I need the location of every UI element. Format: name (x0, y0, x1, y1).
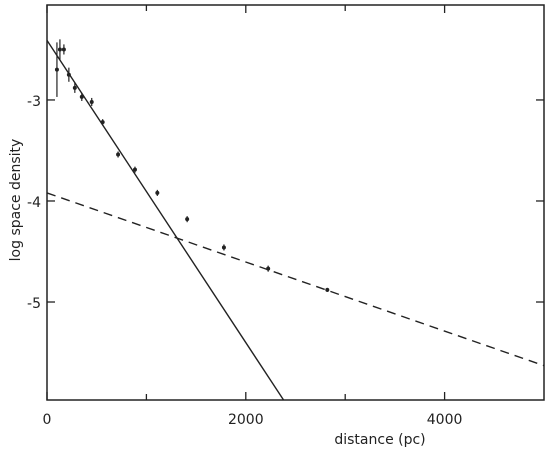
y-axis-label: log space density (8, 139, 24, 262)
y-tick-label: -4 (27, 195, 41, 211)
x-axis-label: distance (pc) (334, 432, 425, 448)
data-point (61, 47, 66, 52)
data-point (72, 85, 77, 90)
fit-line (46, 192, 545, 367)
data-point (100, 120, 105, 125)
data-point (221, 245, 226, 250)
y-tick-label: -3 (27, 94, 41, 110)
data-point (89, 99, 94, 104)
data-point (79, 94, 84, 99)
data-point (155, 190, 160, 195)
fit-line (46, 39, 285, 401)
data-point (54, 67, 59, 72)
data-point (132, 167, 137, 172)
data-point (116, 152, 121, 157)
x-tick-label: 0 (43, 412, 52, 428)
x-tick-label: 2000 (228, 412, 264, 428)
y-tick-label: -5 (27, 296, 41, 312)
data-point (185, 217, 190, 222)
plot-frame (46, 4, 545, 401)
data-point (325, 287, 330, 292)
data-point (66, 72, 71, 77)
data-point (57, 47, 62, 52)
data-point (266, 266, 271, 271)
x-tick-label: 4000 (427, 412, 463, 428)
